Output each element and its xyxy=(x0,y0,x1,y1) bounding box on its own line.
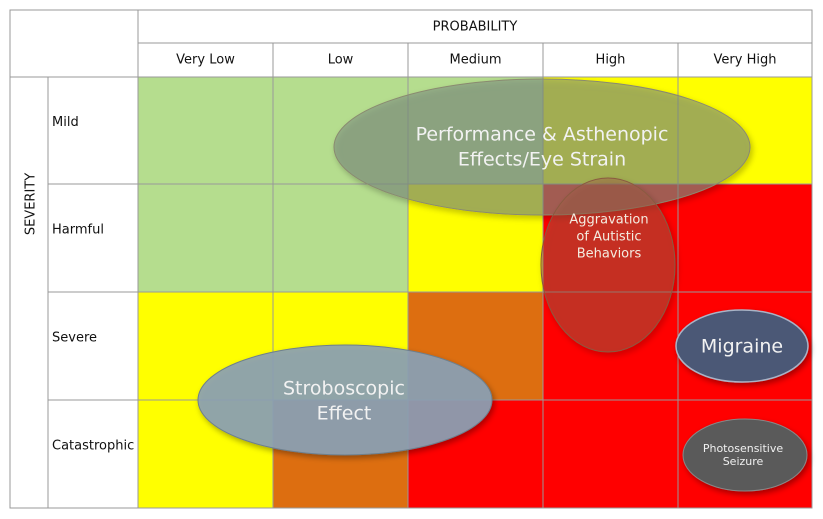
risk-cell xyxy=(273,184,408,292)
risk-cell xyxy=(138,184,273,292)
row-label: Harmful xyxy=(52,223,104,238)
overlay-label: Migraine xyxy=(701,336,783,358)
column-label: Very Low xyxy=(176,53,235,68)
row-label: Severe xyxy=(52,331,97,346)
overlay-label: Effects/Eye Strain xyxy=(458,149,626,171)
severity-title: SEVERITY xyxy=(24,173,39,235)
overlay-label: Photosensitive xyxy=(703,442,784,455)
overlay-label: of Autistic xyxy=(576,230,641,245)
row-label: Mild xyxy=(52,115,79,130)
overlay-ellipse xyxy=(197,344,493,456)
overlay-label: Stroboscopic xyxy=(283,378,405,400)
overlay-label: Seizure xyxy=(723,455,764,468)
probability-title: PROBABILITY xyxy=(433,20,518,35)
outer-border xyxy=(9,9,813,509)
overlay-label: Effect xyxy=(317,403,372,425)
risk-cell xyxy=(543,400,678,508)
risk-cell xyxy=(138,77,273,184)
column-label: High xyxy=(596,53,626,68)
label-group: Very Low Low Medium High Very High Mild Harmfu… xyxy=(52,53,776,454)
overlay-ellipse xyxy=(540,177,676,353)
column-label: Very High xyxy=(714,53,777,68)
overlay-ellipse xyxy=(333,78,751,216)
overlay-label: Performance & Asthenopic xyxy=(416,124,669,146)
overlay-text-group: Performance & Asthenopic Effects/Eye Stra… xyxy=(283,124,783,469)
column-label: Medium xyxy=(450,53,502,68)
overlay-label: Aggravation xyxy=(569,213,648,228)
overlay-label: Behaviors xyxy=(577,247,642,262)
row-label: Catastrophic xyxy=(52,439,134,454)
overlay-ellipse xyxy=(675,309,809,383)
column-label: Low xyxy=(328,53,354,68)
overlay-ellipse xyxy=(682,418,808,492)
risk-cell xyxy=(678,184,812,292)
